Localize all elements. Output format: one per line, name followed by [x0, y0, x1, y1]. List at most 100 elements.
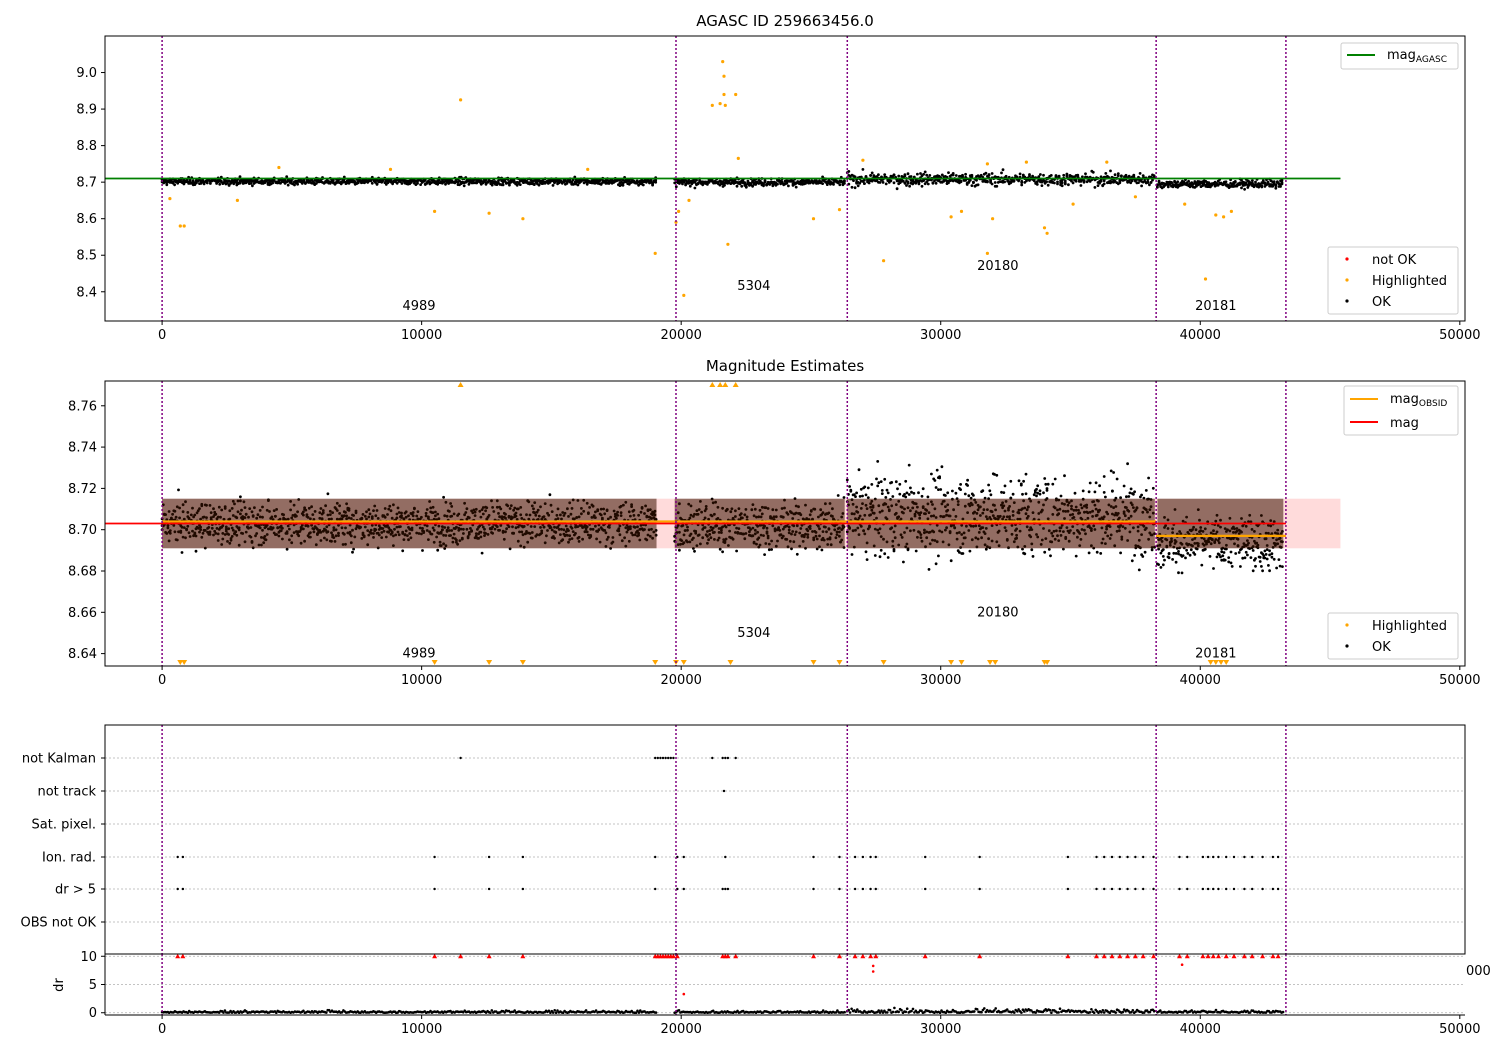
mag-agasc-legend-label: magAGASC — [1387, 48, 1447, 65]
x-tick-label: 30000 — [920, 328, 961, 343]
data-point — [1024, 472, 1028, 476]
highlighted-point — [736, 156, 740, 160]
data-point — [352, 547, 355, 551]
data-point — [1208, 555, 1212, 558]
data-point — [1018, 172, 1022, 176]
data-point — [1243, 187, 1246, 191]
data-point — [951, 172, 955, 175]
data-point — [1036, 484, 1040, 488]
data-point — [1140, 493, 1143, 497]
data-point — [1017, 479, 1021, 483]
data-point — [880, 492, 884, 495]
data-point — [194, 549, 198, 553]
data-point — [876, 460, 880, 463]
data-point — [866, 496, 870, 499]
data-point — [921, 487, 925, 491]
data-point — [865, 558, 869, 561]
data-point — [1124, 173, 1128, 177]
highlighted-point — [235, 198, 239, 202]
data-point — [979, 173, 983, 177]
data-point — [548, 493, 552, 497]
data-point — [926, 182, 930, 186]
data-point — [884, 182, 888, 186]
data-point — [892, 548, 896, 551]
data-point — [706, 183, 709, 186]
data-point — [695, 178, 698, 182]
data-point — [989, 493, 993, 497]
data-point — [856, 184, 860, 188]
agasc-legend-bottom: not OK Highlighted OK — [1327, 246, 1459, 315]
data-point — [1125, 495, 1128, 499]
highlighted-point — [182, 224, 186, 228]
data-point — [1167, 556, 1171, 560]
legend-box — [1340, 42, 1459, 70]
data-point — [1150, 548, 1154, 552]
data-point — [293, 183, 296, 187]
data-point — [1251, 179, 1254, 183]
data-point — [1071, 181, 1075, 185]
data-point — [917, 491, 920, 495]
data-point — [749, 182, 753, 185]
data-point — [836, 494, 840, 497]
data-point — [746, 179, 750, 183]
data-point — [508, 183, 511, 187]
data-point — [853, 175, 857, 179]
data-point — [1057, 174, 1061, 178]
data-point — [1001, 168, 1005, 172]
data-point — [928, 174, 932, 177]
data-point — [763, 180, 767, 183]
data-point — [1062, 173, 1066, 177]
data-point — [902, 560, 905, 564]
data-point — [1133, 490, 1136, 494]
data-point — [400, 182, 404, 185]
data-point — [922, 172, 925, 176]
data-point — [944, 494, 947, 497]
x-tick-label: 50000 — [1439, 328, 1480, 343]
data-point — [853, 186, 857, 190]
data-point — [926, 495, 930, 499]
data-point — [1032, 493, 1036, 497]
data-point — [1112, 471, 1115, 474]
data-point — [989, 178, 992, 182]
data-point — [573, 175, 577, 179]
y-tick-label: 8.9 — [76, 103, 97, 118]
data-point — [897, 174, 901, 178]
data-point — [205, 181, 209, 185]
data-point — [951, 489, 954, 493]
data-point — [930, 472, 933, 476]
data-point — [1246, 186, 1250, 189]
data-point — [838, 183, 842, 187]
data-point — [1244, 550, 1248, 554]
data-point — [903, 174, 907, 178]
data-point — [188, 179, 192, 183]
data-point — [904, 495, 908, 499]
data-point — [1239, 565, 1242, 568]
data-point — [858, 181, 862, 185]
data-point — [1251, 569, 1255, 573]
data-point — [693, 186, 697, 190]
data-point — [654, 180, 658, 184]
data-point — [981, 489, 985, 493]
data-point — [795, 552, 799, 556]
y-tick-label: 8.7 — [76, 176, 97, 191]
data-point — [864, 493, 868, 497]
data-point — [905, 491, 909, 495]
y-tick-label: 8.8 — [76, 139, 97, 154]
highlighted-point — [677, 209, 681, 213]
data-point — [912, 175, 916, 179]
data-point — [1224, 180, 1228, 184]
data-point — [934, 181, 938, 185]
data-point — [1087, 490, 1091, 494]
data-point — [916, 172, 919, 176]
data-point — [976, 183, 980, 187]
data-point — [1043, 550, 1047, 554]
data-point — [875, 477, 878, 481]
data-point — [794, 185, 798, 189]
highlighted-point — [722, 92, 726, 97]
data-point — [1065, 172, 1069, 176]
data-point — [843, 182, 846, 185]
data-point — [861, 494, 864, 498]
data-point — [1079, 184, 1083, 187]
highlighted-point — [861, 158, 865, 162]
data-point — [995, 473, 999, 477]
